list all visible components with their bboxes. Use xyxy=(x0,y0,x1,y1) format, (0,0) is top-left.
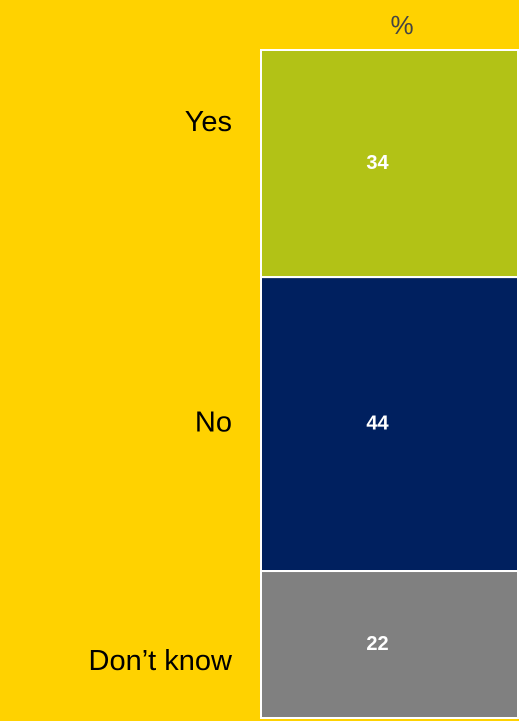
data-label: 44 xyxy=(366,412,389,434)
category-label: Yes xyxy=(185,106,232,138)
bar-segment xyxy=(260,570,519,719)
category-label: Don’t know xyxy=(89,645,234,677)
data-label: 34 xyxy=(366,152,389,174)
category-label: No xyxy=(195,407,232,439)
bar-segment xyxy=(260,49,519,279)
data-label: 22 xyxy=(366,633,388,655)
bar-segment xyxy=(260,276,519,573)
chart-title: % xyxy=(390,10,413,40)
